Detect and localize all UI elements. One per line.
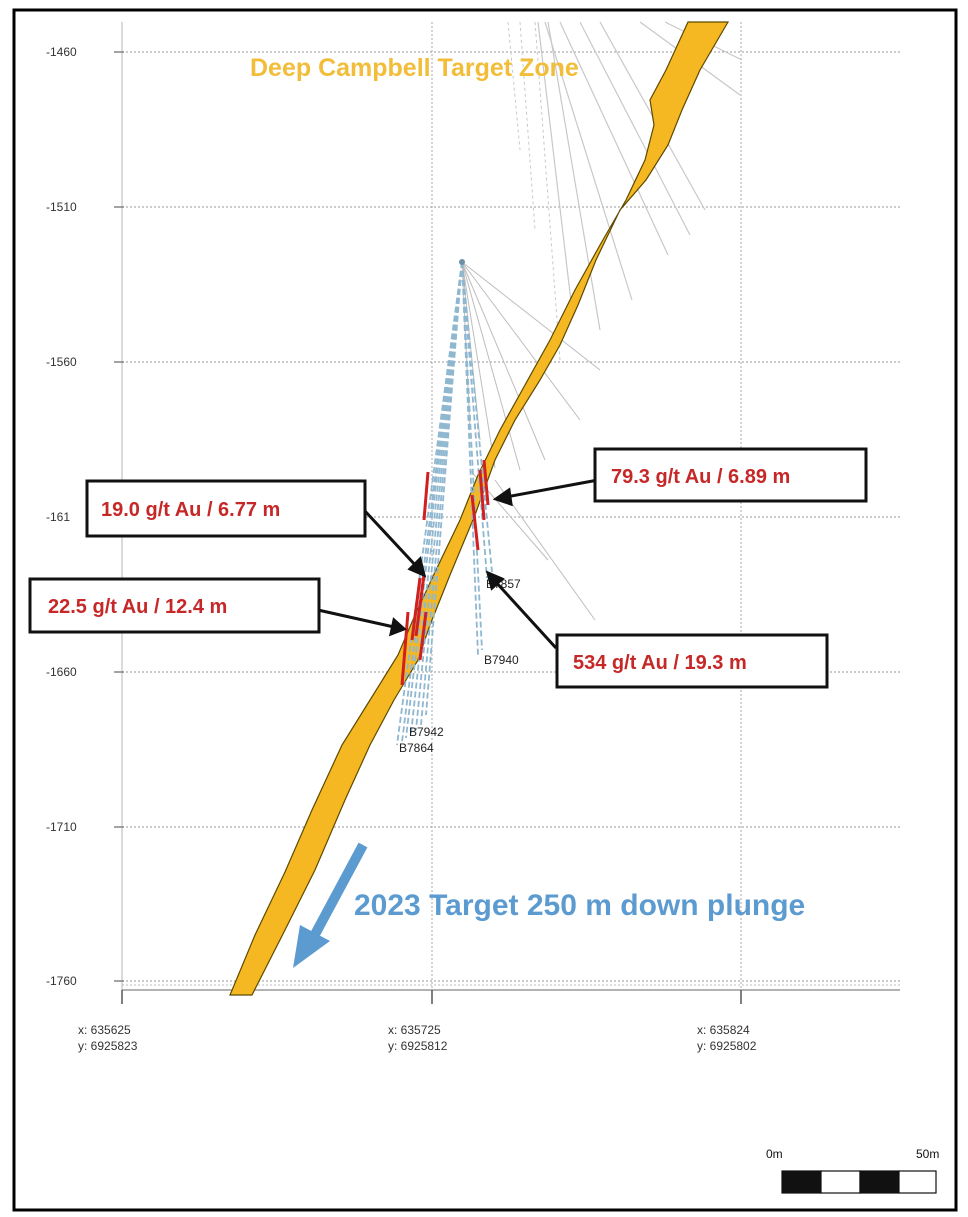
horizontal-grid [122, 51, 900, 982]
x-tick-label-2-northing: y: 6925812 [388, 1039, 448, 1053]
x-tick-label-1-easting: x: 635625 [78, 1023, 131, 1037]
callout-label-19: 19.0 g/t Au / 6.77 m [101, 499, 280, 521]
background-drillholes-dashed [507, 21, 561, 361]
x-tick-label-3-northing: y: 6925802 [697, 1039, 757, 1053]
y-tick-label-1510: -1510 [46, 200, 77, 214]
callout-box-79 [593, 447, 868, 503]
gold-intercepts [400, 459, 490, 686]
x-tick-label-2-easting: x: 635725 [388, 1023, 441, 1037]
ore-zone-body [229, 21, 730, 996]
y-tick-label-1460: -1460 [46, 45, 77, 59]
y-tick-label-1710: -1710 [46, 820, 77, 834]
drillhole-label-b7940: B7940 [484, 653, 519, 667]
scale-bar-end-label: 50m [916, 1147, 939, 1161]
y-tick-label-1610: -161 [46, 510, 70, 524]
scale-bar [781, 1170, 937, 1194]
callout-box-22 [28, 577, 321, 634]
callout-box-19 [85, 479, 367, 538]
callout-label-534: 534 g/t Au / 19.3 m [573, 652, 747, 674]
drillhole-label-b7864: B7864 [399, 741, 434, 755]
target-arrow [293, 842, 368, 968]
callout-box-534 [555, 633, 829, 689]
x-tick-label-1-northing: y: 6925823 [78, 1039, 138, 1053]
callout-arrows [317, 478, 599, 650]
section-title: Deep Campbell Target Zone [250, 54, 579, 82]
target-caption: 2023 Target 250 m down plunge [354, 889, 805, 922]
scale-bar-start-label: 0m [766, 1147, 783, 1161]
callout-label-22: 22.5 g/t Au / 12.4 m [48, 596, 227, 618]
drillhole-label-b7942: B7942 [409, 725, 444, 739]
x-tick-label-3-easting: x: 635824 [697, 1023, 750, 1037]
target-drillholes [396, 261, 493, 746]
y-tick-label-1760: -1760 [46, 974, 77, 988]
callout-label-79: 79.3 g/t Au / 6.89 m [611, 466, 790, 488]
y-tick-label-1660: -1660 [46, 665, 77, 679]
y-tick-label-1560: -1560 [46, 355, 77, 369]
drill-collar [459, 259, 465, 265]
